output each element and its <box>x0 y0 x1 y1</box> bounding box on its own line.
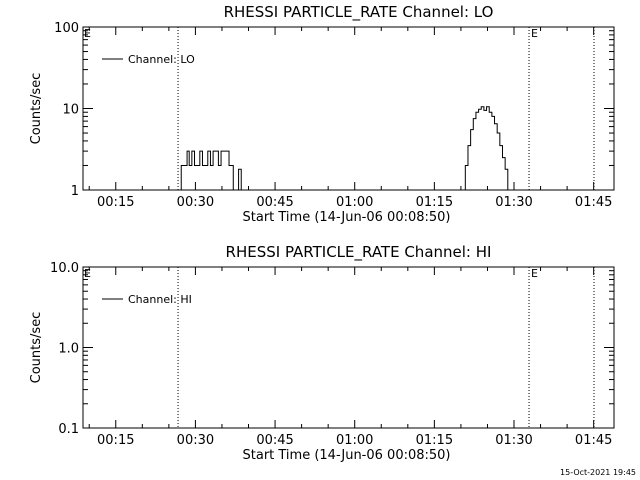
panel-1-series-line <box>178 150 234 190</box>
panel-2-legend-label: Channel: HI <box>128 293 192 306</box>
panel-1-x-axis-label: Start Time (14-Jun-06 00:08:50) <box>243 210 451 225</box>
panel-2-y-tick-label: 10.0 <box>50 261 79 276</box>
panel-2-x-tick-label: 01:00 <box>336 433 373 448</box>
panel-2-x-tick-label: 01:15 <box>416 433 453 448</box>
panel-1-y-axis-label: Counts/sec <box>29 73 44 145</box>
panel-1-x-tick-label: 01:30 <box>495 195 532 210</box>
panel-1-y-tick-label: 100 <box>54 21 79 36</box>
panel-1-legend-label: Channel: LO <box>128 53 195 66</box>
panel-1-x-tick-label: 01:15 <box>416 195 453 210</box>
panel-1-x-tick-label: 01:45 <box>575 195 612 210</box>
panel-1-event-marker-label: E <box>531 27 538 40</box>
panel-2-plot-frame <box>82 266 615 429</box>
panel-2-y-tick-label: 0.1 <box>58 422 79 437</box>
panel-1-x-tick-label: 00:30 <box>177 195 214 210</box>
panel-2-left-marker-label: E <box>84 267 91 280</box>
panel-1-title: RHESSI PARTICLE_RATE Channel: LO <box>224 3 494 22</box>
panel-1-x-tick-label: 00:15 <box>97 195 134 210</box>
panel-1-y-tick-label: 1 <box>71 184 79 199</box>
panel-1-x-tick-label: 01:00 <box>336 195 373 210</box>
footer-timestamp: 15-Oct-2021 19:45 <box>560 468 636 477</box>
panel-2-y-axis-label: Counts/sec <box>29 312 44 384</box>
panel-1-y-tick-label: 10 <box>62 103 79 118</box>
panel-2-x-tick-label: 00:45 <box>256 433 293 448</box>
panel-2-x-tick-label: 00:30 <box>177 433 214 448</box>
panel-1-x-tick-label: 00:45 <box>256 195 293 210</box>
panel-2-x-tick-label: 01:30 <box>495 433 532 448</box>
panel-2-title: RHESSI PARTICLE_RATE Channel: HI <box>226 243 492 262</box>
panel-1-chart: RHESSI PARTICLE_RATE Channel: LO 00:15 00:… <box>29 3 615 225</box>
panel-2-x-axis-label: Start Time (14-Jun-06 00:08:50) <box>243 448 451 463</box>
panel-2-x-tick-label: 00:15 <box>97 433 134 448</box>
panel-1-series-line <box>462 106 509 190</box>
panel-2-x-tick-label: 01:45 <box>575 433 612 448</box>
panel-1-plot-frame <box>82 26 615 191</box>
panel-1-series-line <box>235 168 242 190</box>
panel-2-event-marker-label: E <box>531 267 538 280</box>
panel-2-chart: RHESSI PARTICLE_RATE Channel: HI 00:15 00:… <box>29 243 615 463</box>
panel-2-y-tick-label: 1.0 <box>58 342 79 357</box>
panel-1-left-marker-label: E <box>84 27 91 40</box>
